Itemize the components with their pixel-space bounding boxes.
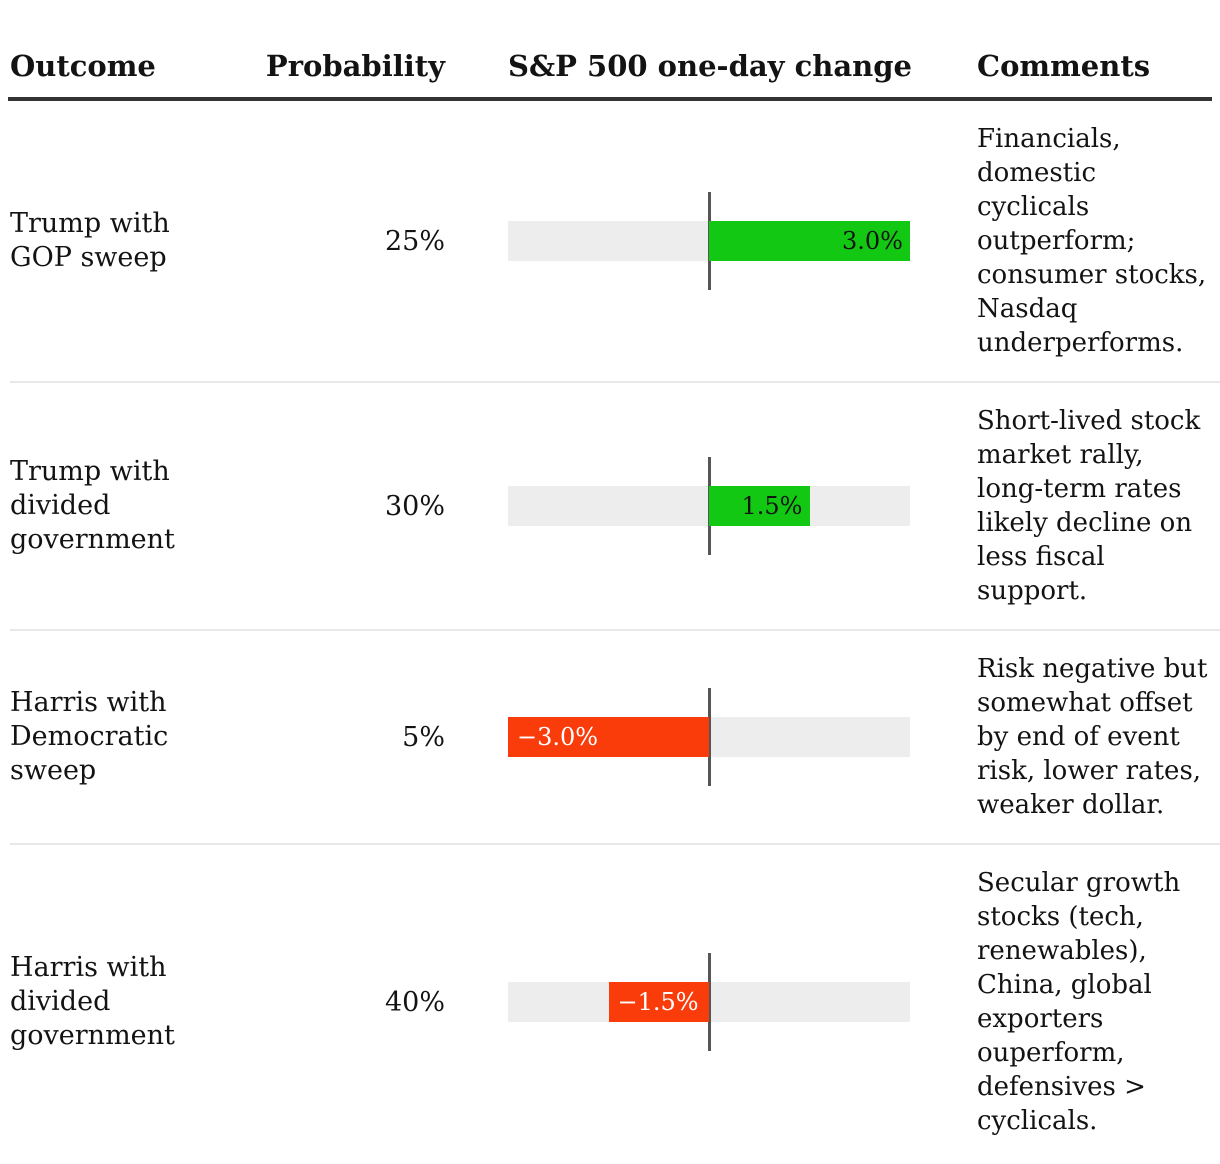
change-bar: 1.5%	[709, 486, 810, 526]
header-rule	[8, 97, 1212, 101]
change-bar: −3.0%	[508, 717, 709, 757]
change-bar-label: −3.0%	[517, 723, 599, 751]
header-comments: Comments	[977, 49, 1151, 83]
table-row: Trump with divided government 30% 1.5% S…	[10, 383, 1220, 631]
outcome-label: Harris with divided government	[10, 952, 175, 1051]
zero-axis-line	[707, 953, 711, 1051]
header-probability: Probability	[265, 49, 445, 83]
change-bar-track: 1.5%	[508, 457, 910, 555]
table-row: Trump with GOP sweep 25% 3.0% Financials…	[10, 101, 1220, 383]
change-bar-track: −1.5%	[508, 953, 910, 1051]
probability-value: 5%	[402, 721, 445, 753]
table-row: Harris with divided government 40% −1.5%…	[10, 845, 1220, 1159]
table-header: Outcome Probability S&P 500 one-day chan…	[10, 50, 1220, 82]
probability-value: 30%	[384, 490, 445, 522]
zero-axis-line	[707, 688, 711, 786]
header-change: S&P 500 one-day change	[508, 49, 912, 83]
outcome-label: Trump with divided government	[10, 456, 175, 555]
change-bar-label: 1.5%	[741, 492, 803, 520]
change-bar-label: −1.5%	[617, 988, 699, 1016]
comments-text: Short-lived stock market rally, long-ter…	[977, 406, 1201, 606]
comments-text: Financials, domestic cyclicals outperfor…	[977, 124, 1207, 358]
outcome-label: Harris with Democratic sweep	[10, 687, 169, 786]
change-bar-label: 3.0%	[842, 227, 903, 255]
outcome-label: Trump with GOP sweep	[10, 208, 170, 273]
change-bar-track: −3.0%	[508, 688, 910, 786]
comments-text: Secular growth stocks (tech, renewables)…	[977, 868, 1181, 1136]
header-outcome: Outcome	[10, 49, 156, 83]
change-bar: 3.0%	[709, 221, 910, 261]
comments-text: Risk negative but somewhat offset by end…	[977, 654, 1208, 820]
table-row: Harris with Democratic sweep 5% −3.0% Ri…	[10, 631, 1220, 845]
probability-value: 40%	[384, 986, 445, 1018]
change-bar: −1.5%	[608, 982, 709, 1022]
probability-value: 25%	[384, 225, 445, 257]
change-bar-track: 3.0%	[508, 192, 910, 290]
